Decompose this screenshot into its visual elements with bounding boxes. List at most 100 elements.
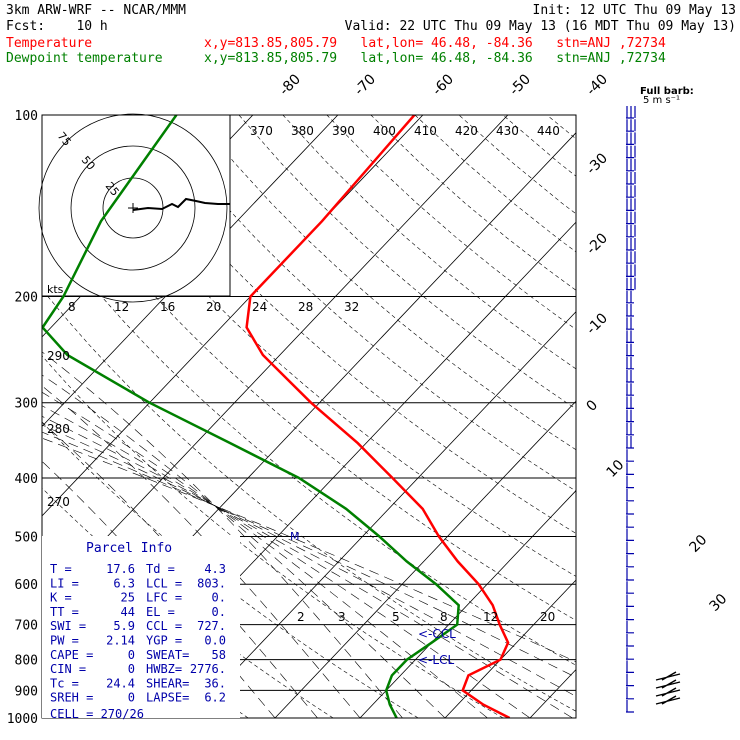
dry-adiabat [635,115,740,718]
moist-adiabat [42,385,361,718]
parcel-row-label: HWBZ= [146,662,182,676]
wind-barb [626,317,634,330]
theta-label: 440 [537,124,560,138]
isotherm-line [444,579,576,718]
speed-tick-label: 20 [206,300,221,314]
dry-adiabat [194,115,576,451]
plot-frame [41,114,577,719]
parcel-row-label: EL = [146,605,175,619]
wind-barb [626,277,636,291]
parcel-row-value: 36. [204,676,226,690]
pressure-tick-label: 500 [15,530,38,545]
legend-temperature-label: Temperature [6,36,93,51]
pressure-tick-label: 600 [15,578,38,593]
parcel-row-label: LAPSE= [146,691,189,705]
pressure-tick-label: 900 [15,684,38,699]
isotherm-label: 30 [707,591,731,615]
wind-barb [626,660,634,673]
sounding-series [42,115,511,718]
wind-barb [626,238,636,251]
hodograph-ring [38,113,228,303]
wind-barb [626,541,634,555]
parcel-row-label: YGP = [146,634,182,648]
wind-barb [626,594,634,607]
hodograph-ring [70,145,196,271]
wind-barb [626,304,634,317]
pressure-tick-label: 400 [15,472,38,487]
isotherm-line [189,311,576,718]
parcel-row-value: 0 [128,662,135,676]
wind-barb [626,581,634,594]
legend-temperature-info: x,y=813.85,805.79 lat,lon= 46.48, -84.36… [204,36,666,51]
parcel-row-value: 6.3 [113,576,135,590]
dry-adiabat-label: 290 [47,349,70,363]
moist-adiabat [42,460,276,718]
mixing-ratio-label: 20 [540,610,555,624]
pressure-tick-label: 200 [15,291,38,306]
wind-barb [626,686,634,700]
dry-adiabat [62,115,576,577]
moist-adiabat [42,405,531,718]
wind-barb [626,488,634,502]
parcel-row-value: 44 [121,605,135,619]
parcel-row-value: 25 [121,591,135,605]
wind-barb [626,211,636,225]
parcel-row-label: SWEAT= [146,648,189,662]
isotherm-line [42,115,509,606]
parcel-row-label: PW = [50,634,79,648]
parcel-row-value: 2.14 [106,634,135,648]
barb-legend-title: Full barb: [640,86,694,97]
wind-barb [626,145,636,159]
parcel-row-value: 58 [212,648,226,662]
wind-barbs [626,106,681,713]
theta-label: 380 [291,124,314,138]
parcel-row-value: 0 [128,691,135,705]
wind-barb [626,198,636,211]
wind-barb [626,620,634,634]
wind-barb [626,634,634,647]
wind-barb [626,330,634,343]
parcel-row-value: 17.6 [106,562,135,576]
isotherm-label: -50 [507,71,534,98]
theta-label: 410 [414,124,437,138]
wind-barb [626,172,636,185]
dry-adiabat [238,115,576,410]
isotherm-line [274,400,576,718]
parcel-row-label: Td = [146,562,175,576]
wind-barb [626,475,634,489]
wind-barb [626,224,636,238]
dry-adiabat-label: 270 [47,495,70,509]
wind-barb [626,409,634,423]
isotherm-label: -20 [584,230,611,257]
parcel-row-value: 6.2 [204,691,226,705]
wind-barb [626,396,634,409]
wind-barb [626,290,634,304]
wind-barb [626,370,634,383]
parcel-row-value: 0. [212,605,226,619]
wind-barb [626,132,636,145]
speed-tick-label: 8 [68,300,76,314]
wind-barb [626,356,634,370]
dry-adiabat [414,115,576,253]
parcel-info-rows: T = 17.6 Td = 4.3 LI = 6.3 LCL = 803. K = 25 LFC =… [50,562,226,705]
wind-barb [626,647,634,660]
parcel-marker: M [290,530,300,543]
wind-barb [626,251,636,264]
barb-legend-units: 5 m s⁻¹ [643,95,680,106]
pressure-tick-label: 800 [15,654,38,669]
isotherm-label: -40 [584,71,611,98]
wind-barb [626,673,634,687]
ccl-annotation: <-CCL [418,627,456,641]
speed-tick-label: 32 [344,300,359,314]
wind-barb [626,607,634,621]
parcel-row-value: 2776. [190,662,226,676]
speed-tick-label: 28 [298,300,313,314]
parcel-info-box: Parcel Info T = 17.6 Td = 4.3 LI = 6.3 LCL = 80… [42,536,240,721]
parcel-row-label: SHEAR= [146,676,189,690]
wind-barb [626,502,634,515]
isotherm-label: -30 [584,150,611,177]
dewpoint-line [42,115,460,718]
theta-label: 430 [496,124,519,138]
header-line1-left: 3km ARW-WRF -- NCAR/MMM [6,3,187,18]
